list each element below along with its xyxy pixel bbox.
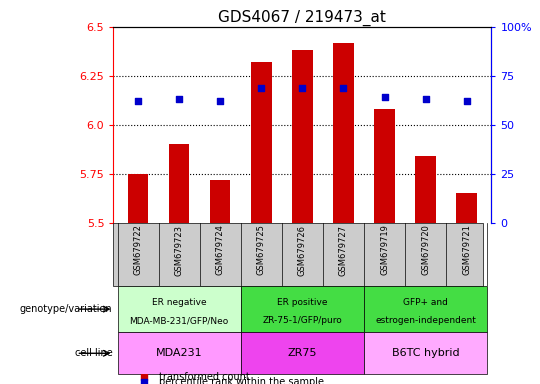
Bar xyxy=(292,50,313,223)
Bar xyxy=(364,332,487,374)
Bar xyxy=(415,156,436,223)
Text: cell line: cell line xyxy=(75,348,112,358)
Bar xyxy=(241,286,364,332)
Bar xyxy=(128,174,148,223)
Title: GDS4067 / 219473_at: GDS4067 / 219473_at xyxy=(219,9,386,25)
Text: genotype/variation: genotype/variation xyxy=(20,304,112,314)
Point xyxy=(134,98,143,104)
Text: estrogen-independent: estrogen-independent xyxy=(375,316,476,325)
Bar xyxy=(374,109,395,223)
Text: GSM679724: GSM679724 xyxy=(215,225,225,275)
Text: ZR-75-1/GFP/puro: ZR-75-1/GFP/puro xyxy=(262,316,342,325)
Text: GSM679722: GSM679722 xyxy=(133,225,143,275)
Bar xyxy=(118,286,241,332)
Text: percentile rank within the sample: percentile rank within the sample xyxy=(159,377,324,384)
Text: B6TC hybrid: B6TC hybrid xyxy=(392,348,460,358)
Text: GSM679725: GSM679725 xyxy=(257,225,266,275)
Text: GSM679721: GSM679721 xyxy=(462,225,471,275)
Text: ER negative: ER negative xyxy=(152,298,206,307)
Text: GSM679723: GSM679723 xyxy=(174,225,184,276)
Bar xyxy=(169,144,190,223)
Point xyxy=(216,98,225,104)
Bar xyxy=(118,332,241,374)
Point xyxy=(339,84,348,91)
Text: GSM679720: GSM679720 xyxy=(421,225,430,275)
Bar xyxy=(241,332,364,374)
Text: GSM679727: GSM679727 xyxy=(339,225,348,276)
Point xyxy=(421,96,430,103)
Text: GSM679726: GSM679726 xyxy=(298,225,307,276)
Point xyxy=(175,96,184,103)
Text: GFP+ and: GFP+ and xyxy=(403,298,448,307)
Text: GSM679719: GSM679719 xyxy=(380,225,389,275)
Text: ER positive: ER positive xyxy=(277,298,328,307)
Text: ZR75: ZR75 xyxy=(288,348,317,358)
Bar xyxy=(251,62,272,223)
Bar xyxy=(364,286,487,332)
Point xyxy=(462,98,471,104)
Point xyxy=(298,84,307,91)
Bar xyxy=(210,180,231,223)
Text: MDA231: MDA231 xyxy=(156,348,202,358)
Bar xyxy=(456,193,477,223)
Point xyxy=(257,84,266,91)
Text: transformed count: transformed count xyxy=(159,372,249,382)
Bar xyxy=(333,43,354,223)
Text: MDA-MB-231/GFP/Neo: MDA-MB-231/GFP/Neo xyxy=(130,316,229,325)
Point xyxy=(380,94,389,101)
